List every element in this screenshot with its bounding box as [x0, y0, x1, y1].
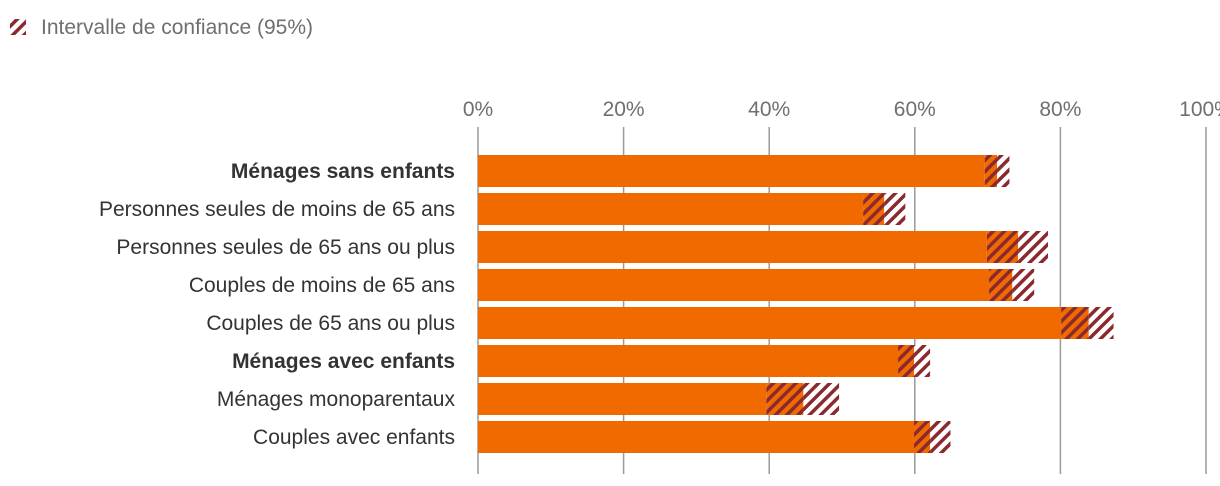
x-axis-ticks: 0% 20% 40% 60% 80% 100%: [463, 98, 1220, 121]
bar: [478, 383, 767, 415]
category-label: Couples de 65 ans ou plus: [206, 312, 455, 335]
bar: [478, 345, 899, 377]
category-label: Personnes seules de 65 ans ou plus: [116, 236, 455, 259]
category-label: Ménages sans enfants: [231, 160, 455, 183]
bar: [478, 421, 915, 453]
confidence-interval-lower: [766, 383, 804, 415]
legend: Intervalle de confiance (95%): [10, 16, 313, 39]
x-tick-label: 20%: [603, 98, 645, 121]
bars: [478, 155, 1114, 453]
bar: [478, 193, 864, 225]
category-label: Personnes seules de moins de 65 ans: [99, 198, 455, 221]
bar: [478, 307, 1062, 339]
confidence-interval-lower: [898, 345, 915, 377]
confidence-interval-lower: [863, 193, 885, 225]
bar: [478, 269, 990, 301]
category-label: Ménages avec enfants: [232, 350, 455, 373]
confidence-interval-upper: [884, 193, 906, 225]
confidence-interval-upper: [914, 345, 931, 377]
category-label: Couples de moins de 65 ans: [189, 274, 455, 297]
confidence-interval-upper: [803, 383, 840, 415]
confidence-interval-lower: [1061, 307, 1089, 339]
legend-label: Intervalle de confiance (95%): [41, 16, 313, 39]
confidence-interval-lower: [989, 269, 1013, 301]
x-tick-label: 60%: [894, 98, 936, 121]
confidence-interval-lower: [914, 421, 931, 453]
category-label: Couples avec enfants: [253, 426, 455, 449]
x-tick-label: 0%: [463, 98, 493, 121]
confidence-interval-upper: [1018, 231, 1049, 263]
bar: [478, 155, 985, 187]
category-label: Ménages monoparentaux: [217, 388, 456, 411]
confidence-interval-lower: [984, 155, 998, 187]
x-tick-label: 100%: [1179, 98, 1220, 121]
legend-hatched-swatch-icon: [10, 19, 26, 35]
confidence-interval-lower: [986, 231, 1019, 263]
bar: [478, 231, 987, 263]
category-labels: Ménages sans enfants Personnes seules de …: [99, 160, 456, 449]
x-tick-label: 80%: [1039, 98, 1081, 121]
confidence-interval-upper: [1012, 269, 1035, 301]
confidence-interval-upper: [930, 421, 951, 453]
confidence-interval-upper: [1088, 307, 1114, 339]
x-tick-label: 40%: [748, 98, 790, 121]
confidence-interval-upper: [997, 155, 1010, 187]
